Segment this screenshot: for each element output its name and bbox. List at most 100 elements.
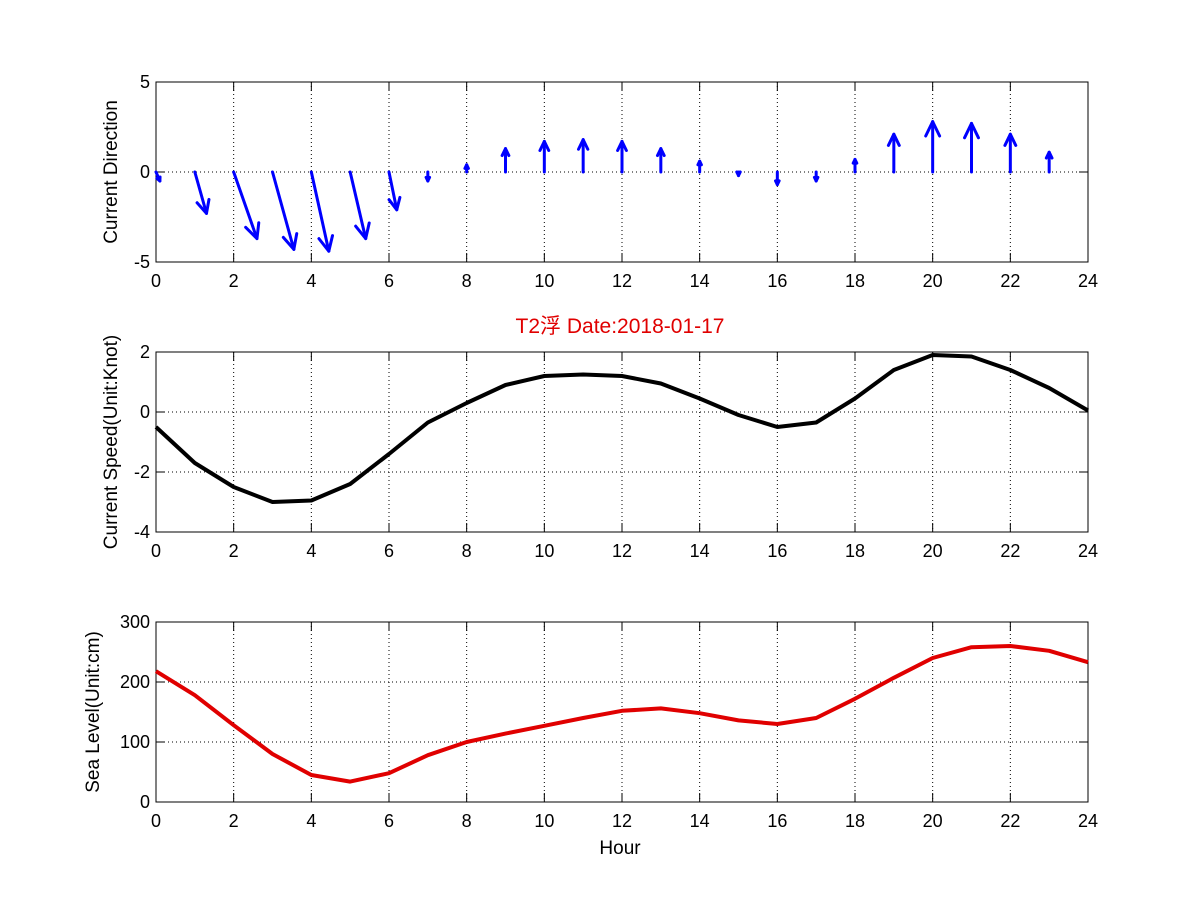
direction-arrow-13 xyxy=(655,147,666,174)
direction-arrow-head-10 xyxy=(538,139,551,152)
sealevel-xtick-label-6: 6 xyxy=(384,811,394,831)
direction-arrow-7 xyxy=(424,170,432,183)
direction-arrow-shaft-1 xyxy=(193,170,208,215)
sealevel-xtick-label-24: 24 xyxy=(1078,811,1098,831)
direction-arrow-17 xyxy=(812,170,820,183)
direction-arrow-head-18 xyxy=(851,157,859,165)
direction-arrow-head-22 xyxy=(1003,132,1018,147)
direction-arrow-head-20 xyxy=(924,120,942,138)
direction-arrow-head-17 xyxy=(812,175,820,183)
direction-arrow-head-5 xyxy=(354,221,371,241)
speed-xtick-label-14: 14 xyxy=(690,541,710,561)
direction-xtick-label-6: 6 xyxy=(384,271,394,291)
direction-arrow-16 xyxy=(774,170,781,187)
direction-arrow-head-1 xyxy=(195,197,211,215)
speed-xtick-label-24: 24 xyxy=(1078,541,1098,561)
sealevel-series-line xyxy=(154,644,1089,784)
direction-arrow-3 xyxy=(271,170,299,251)
direction-arrow-11 xyxy=(577,138,590,174)
direction-arrow-shaft-6 xyxy=(387,170,399,212)
speed-xtick-label-20: 20 xyxy=(923,541,943,561)
direction-arrow-head-3 xyxy=(281,232,299,251)
direction-xtick-label-14: 14 xyxy=(690,271,710,291)
direction-xtick-label-18: 18 xyxy=(845,271,865,291)
sealevel-xlabel: Hour xyxy=(599,838,641,859)
speed-ylabel: Current Speed(Unit:Knot) xyxy=(101,335,122,549)
speed-xtick-label-4: 4 xyxy=(306,541,316,561)
sealevel-xtick-label-2: 2 xyxy=(229,811,239,831)
direction-arrow-0 xyxy=(154,170,162,183)
direction-xtick-label-8: 8 xyxy=(462,271,472,291)
sealevel-xtick-label-16: 16 xyxy=(767,811,787,831)
speed-ytick-label--2: -2 xyxy=(134,462,150,482)
speed-ytick-label-0: 0 xyxy=(140,402,150,422)
direction-xtick-label-20: 20 xyxy=(923,271,943,291)
direction-arrow-head-16 xyxy=(774,179,781,187)
direction-arrow-shaft-4 xyxy=(309,170,331,253)
direction-arrow-head-6 xyxy=(387,195,402,212)
direction-arrow-head-14 xyxy=(696,159,703,167)
speed-xtick-label-8: 8 xyxy=(462,541,472,561)
sealevel-ytick-label-300: 300 xyxy=(120,612,150,632)
sealevel-ylabel: Sea Level(Unit:cm) xyxy=(83,631,104,793)
direction-arrow-head-0 xyxy=(155,175,162,183)
direction-xtick-label-24: 24 xyxy=(1078,271,1098,291)
direction-xtick-label-12: 12 xyxy=(612,271,632,291)
direction-xtick-label-10: 10 xyxy=(534,271,554,291)
sealevel-ytick-label-0: 0 xyxy=(140,792,150,812)
direction-arrow-18 xyxy=(851,157,859,174)
speed-series-line xyxy=(154,353,1090,504)
speed-xtick-label-6: 6 xyxy=(384,541,394,561)
sealevel-xtick-label-8: 8 xyxy=(462,811,472,831)
direction-xtick-label-4: 4 xyxy=(306,271,316,291)
direction-arrow-shaft-5 xyxy=(348,170,368,241)
direction-arrow-head-11 xyxy=(577,138,590,151)
direction-arrow-23 xyxy=(1044,150,1054,174)
direction-arrow-head-7 xyxy=(424,175,432,183)
direction-xtick-label-0: 0 xyxy=(151,271,161,291)
direction-arrow-head-15 xyxy=(735,170,742,178)
direction-arrow-head-19 xyxy=(886,132,901,147)
direction-arrow-5 xyxy=(348,170,371,241)
direction-arrow-4 xyxy=(309,170,335,253)
direction-arrow-head-2 xyxy=(244,221,261,241)
speed-xtick-label-0: 0 xyxy=(151,541,161,561)
direction-arrow-6 xyxy=(387,170,402,212)
speed-panel: Current Speed(Unit:Knot) 0 2 4 6 8 10 12 14 16 18… xyxy=(101,335,1098,561)
speed-xtick-label-22: 22 xyxy=(1000,541,1020,561)
direction-arrow-15 xyxy=(735,170,742,178)
direction-arrow-12 xyxy=(616,139,628,174)
sealevel-xtick-label-4: 4 xyxy=(306,811,316,831)
speed-xtick-label-18: 18 xyxy=(845,541,865,561)
direction-arrow-9 xyxy=(500,147,511,174)
speed-xtick-label-16: 16 xyxy=(767,541,787,561)
direction-xtick-label-16: 16 xyxy=(767,271,787,291)
direction-ytick-label--5: -5 xyxy=(134,252,150,272)
direction-arrow-head-21 xyxy=(963,121,980,140)
direction-arrow-14 xyxy=(696,159,703,174)
direction-arrow-head-23 xyxy=(1044,150,1054,160)
direction-arrow-1 xyxy=(193,170,211,215)
direction-arrow-head-8 xyxy=(463,163,470,170)
speed-ytick-label--4: -4 xyxy=(134,522,150,542)
sealevel-ytick-label-100: 100 xyxy=(120,732,150,752)
direction-ylabel: Current Direction xyxy=(101,100,122,244)
direction-arrow-21 xyxy=(963,121,980,174)
direction-arrow-22 xyxy=(1003,132,1018,174)
direction-xtick-label-22: 22 xyxy=(1000,271,1020,291)
speed-xtick-label-12: 12 xyxy=(612,541,632,561)
chart-title: T2浮 Date:2018-01-17 xyxy=(516,315,725,338)
sealevel-panel: Sea Level(Unit:cm) Hour 0 2 4 6 8 10 12 14 16 18 2… xyxy=(83,612,1098,859)
sealevel-xtick-label-20: 20 xyxy=(923,811,943,831)
speed-xtick-label-2: 2 xyxy=(229,541,239,561)
direction-ytick-label-5: 5 xyxy=(140,72,150,92)
speed-xtick-label-10: 10 xyxy=(534,541,554,561)
direction-arrow-head-4 xyxy=(317,234,335,253)
direction-arrow-20 xyxy=(924,120,942,174)
direction-arrow-head-9 xyxy=(500,147,511,158)
direction-arrow-2 xyxy=(232,170,261,241)
sealevel-xtick-label-14: 14 xyxy=(690,811,710,831)
direction-arrow-8 xyxy=(463,163,470,174)
sealevel-xtick-label-10: 10 xyxy=(534,811,554,831)
